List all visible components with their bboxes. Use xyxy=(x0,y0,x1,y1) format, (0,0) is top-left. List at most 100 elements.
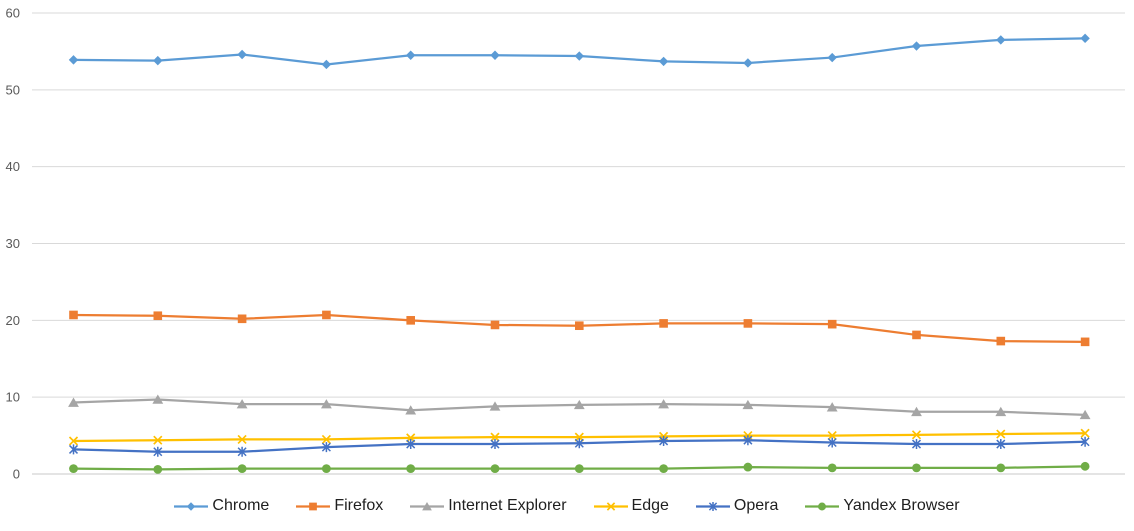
data-point-marker xyxy=(490,50,500,60)
data-point-marker xyxy=(153,311,163,321)
data-point-marker xyxy=(606,501,615,511)
data-point-marker xyxy=(996,439,1006,450)
data-point-marker xyxy=(574,438,584,449)
y-axis-tick-label: 0 xyxy=(13,467,20,482)
data-point-marker xyxy=(827,52,837,63)
data-point-marker xyxy=(68,436,79,446)
data-point-marker xyxy=(236,399,248,409)
y-axis-tick-label: 60 xyxy=(6,6,20,21)
legend-label-chrome: Chrome xyxy=(212,497,270,514)
data-point-marker xyxy=(743,435,753,446)
data-point-marker xyxy=(708,501,718,511)
legend-label-edge: Edge xyxy=(631,497,669,514)
firefox-series-marker-icon xyxy=(296,500,331,513)
y-axis-tick-label: 30 xyxy=(6,236,20,251)
data-point-marker xyxy=(68,444,79,455)
legend-item-chrome: Chrome xyxy=(174,497,269,515)
y-axis-tick-label: 50 xyxy=(6,82,20,97)
edge-series-marker-icon xyxy=(593,500,628,513)
data-point-marker xyxy=(912,463,921,473)
legend-item-internet-explorer: Internet Explorer xyxy=(410,497,567,515)
data-point-marker xyxy=(237,314,247,324)
data-point-marker xyxy=(321,434,332,445)
data-point-marker xyxy=(743,319,753,328)
data-point-marker xyxy=(405,405,417,415)
data-point-marker xyxy=(911,41,922,51)
data-point-marker xyxy=(1080,337,1090,347)
data-point-marker xyxy=(1079,409,1091,420)
legend-item-opera: Opera xyxy=(695,497,778,515)
data-point-marker xyxy=(237,464,247,474)
data-point-marker xyxy=(658,56,669,67)
data-point-marker xyxy=(1080,428,1090,438)
legend-item-yandex-browser: Yandex Browser xyxy=(805,497,960,515)
legend-label-yandex-browser: Yandex Browser xyxy=(843,497,960,514)
data-point-marker xyxy=(187,501,196,511)
data-point-marker xyxy=(68,55,79,65)
data-point-marker xyxy=(818,502,827,510)
data-point-marker xyxy=(996,429,1006,439)
data-point-marker xyxy=(69,310,78,320)
data-point-marker xyxy=(321,59,332,70)
data-point-marker xyxy=(406,464,416,474)
data-point-marker xyxy=(575,321,584,331)
data-point-marker xyxy=(406,316,415,325)
data-point-marker xyxy=(827,319,837,329)
data-point-marker xyxy=(658,399,669,409)
data-point-marker xyxy=(995,406,1007,417)
data-point-marker xyxy=(826,402,838,412)
data-point-marker xyxy=(406,50,416,60)
data-point-marker xyxy=(996,463,1006,473)
data-point-marker xyxy=(152,394,164,404)
data-point-marker xyxy=(322,310,331,320)
data-point-marker xyxy=(153,435,163,445)
data-point-marker xyxy=(321,399,332,409)
data-point-marker xyxy=(574,464,584,474)
data-point-marker xyxy=(659,464,668,474)
data-point-marker xyxy=(1080,33,1090,44)
data-point-marker xyxy=(68,397,79,407)
data-point-marker xyxy=(321,442,331,453)
data-point-marker xyxy=(1080,461,1090,471)
data-point-marker xyxy=(490,432,500,442)
data-point-marker xyxy=(912,330,921,340)
legend-label-internet-explorer: Internet Explorer xyxy=(448,497,567,514)
data-point-marker xyxy=(153,446,163,457)
y-axis-tick-label: 40 xyxy=(6,159,20,174)
data-point-marker xyxy=(574,51,584,61)
data-point-marker xyxy=(827,463,837,473)
data-point-marker xyxy=(237,434,247,445)
data-point-marker xyxy=(742,399,754,410)
data-point-marker xyxy=(827,430,837,441)
chart-legend: Chrome Firefox Internet Explorer Edge Op… xyxy=(0,492,1134,520)
yandex-browser-series-marker-icon xyxy=(805,500,840,513)
data-point-marker xyxy=(322,464,331,474)
y-axis-tick-label: 10 xyxy=(6,390,20,405)
legend-item-firefox: Firefox xyxy=(296,497,383,515)
data-point-marker xyxy=(489,401,501,411)
data-point-marker xyxy=(743,58,753,68)
data-point-marker xyxy=(743,462,753,472)
data-point-marker xyxy=(422,501,433,510)
data-point-marker xyxy=(237,49,247,60)
data-point-marker xyxy=(996,336,1006,346)
data-point-marker xyxy=(490,320,500,330)
data-point-marker xyxy=(911,439,922,450)
chrome-series-marker-icon xyxy=(174,500,209,513)
data-point-marker xyxy=(911,430,922,440)
internet-explorer-series-marker-icon xyxy=(410,500,445,513)
data-point-marker xyxy=(309,502,318,510)
data-point-marker xyxy=(996,35,1006,45)
data-point-marker xyxy=(911,406,922,417)
data-point-marker xyxy=(1080,436,1090,447)
data-point-marker xyxy=(659,319,668,328)
data-point-marker xyxy=(659,435,669,446)
legend-label-firefox: Firefox xyxy=(334,497,384,514)
data-point-marker xyxy=(490,464,500,474)
data-point-marker xyxy=(153,55,163,66)
data-point-marker xyxy=(827,437,837,448)
data-point-marker xyxy=(573,399,585,410)
data-point-marker xyxy=(406,439,416,450)
data-point-marker xyxy=(237,446,247,457)
